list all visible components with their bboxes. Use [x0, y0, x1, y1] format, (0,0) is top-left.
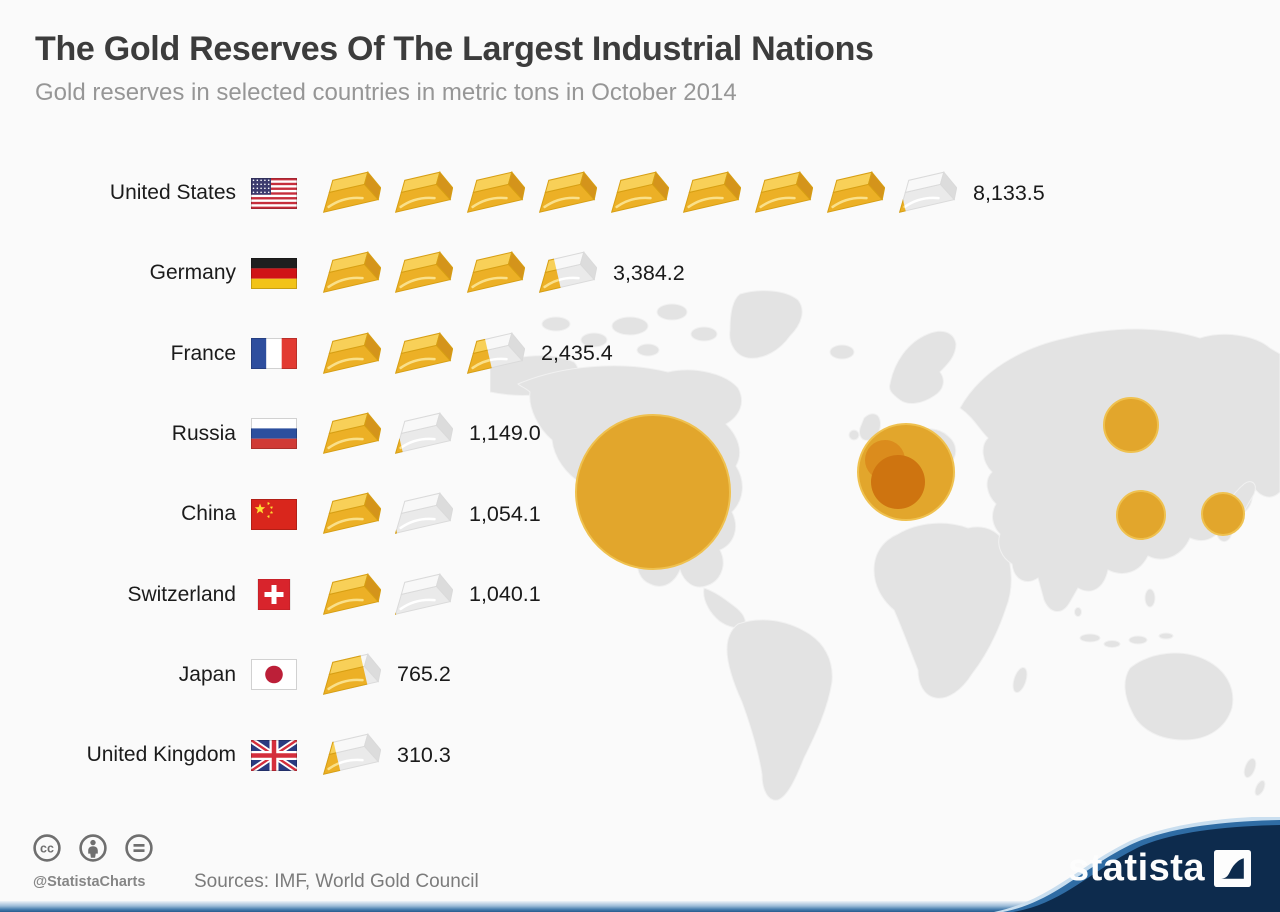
row-france: France 2,435.4 [0, 314, 1100, 394]
gold-bar-partial-icon [394, 572, 453, 615]
license-icons: cc [32, 833, 154, 863]
flag-germany [251, 257, 297, 289]
bar-icons [317, 245, 605, 301]
value-label: 1,040.1 [469, 582, 541, 606]
bar-icons [317, 406, 461, 462]
gold-bar-icon [394, 251, 453, 294]
attribution-icon [79, 834, 107, 862]
gold-bar-partial-icon [322, 733, 381, 775]
flag-gb [251, 739, 297, 771]
svg-text:cc: cc [40, 842, 54, 856]
row-united-states: United States 8,133.5 [0, 153, 1100, 233]
flag-japan [251, 659, 297, 691]
flag-de [251, 257, 297, 289]
statista-logo: statista [1068, 847, 1252, 889]
twitter-handle: @StatistaCharts [33, 874, 146, 890]
gold-bar-icon [610, 171, 669, 213]
row-japan: Japan 765.2 [0, 635, 1100, 715]
page-title: The Gold Reserves Of The Largest Industr… [35, 30, 874, 68]
country-label: United States [109, 181, 236, 204]
bar-icons [317, 567, 461, 623]
flag-france [251, 338, 297, 370]
map-bubble-japan [1201, 492, 1245, 536]
flag-ru [251, 418, 297, 450]
flag-switzerland [251, 579, 297, 610]
value-label: 1,149.0 [469, 421, 541, 446]
page-subtitle: Gold reserves in selected countries in m… [35, 79, 737, 106]
flag-ch [257, 579, 291, 610]
value-label: 3,384.2 [613, 260, 685, 285]
gold-bar-partial-icon [466, 331, 525, 374]
flag-china [251, 498, 297, 530]
statista-wordmark: statista [1068, 847, 1206, 889]
row-switzerland: Switzerland 1,040.1 [0, 555, 1100, 635]
banner-strip [0, 901, 1280, 912]
gold-bar-icon [466, 171, 525, 213]
country-label: China [181, 502, 236, 526]
gold-bar-icon [394, 171, 453, 213]
bar-icons [317, 727, 389, 783]
value-label: 765.2 [397, 662, 451, 687]
flag-united-kingdom [251, 739, 297, 771]
value-label: 8,133.5 [973, 180, 1045, 205]
gold-bar-icon [754, 171, 813, 213]
flag-fr [251, 338, 297, 370]
gold-bar-icon [394, 331, 453, 374]
bar-icons [317, 326, 533, 382]
row-russia: Russia 1,149.0 [0, 394, 1100, 474]
gold-bar-icon [322, 331, 381, 374]
gold-bar-partial-icon [394, 412, 453, 454]
gold-bar-icon [682, 171, 741, 213]
flag-jp [251, 659, 297, 691]
gold-bar-partial-icon [394, 492, 453, 535]
country-label: France [170, 341, 236, 365]
bar-icons [317, 647, 389, 703]
gold-bar-icon [466, 251, 525, 294]
footer-banner [0, 817, 1280, 912]
country-label: United Kingdom [86, 743, 236, 767]
map-bubble-russia [1103, 397, 1159, 453]
country-label: Russia [171, 421, 236, 445]
country-label: Switzerland [127, 582, 236, 606]
value-label: 2,435.4 [541, 341, 613, 366]
gold-bar-icon [322, 251, 381, 294]
map-bubble-united-states [575, 414, 731, 570]
flag-us [251, 177, 297, 209]
equals-icon [125, 834, 153, 862]
gold-bar-partial-icon [538, 251, 597, 294]
gold-bar-icon [322, 412, 381, 454]
flag-russia [251, 418, 297, 450]
flag-cn [251, 498, 297, 530]
flag-united-states [251, 177, 297, 209]
value-label: 310.3 [397, 742, 451, 767]
map-bubble-europe-overlap-large [871, 455, 925, 509]
bar-icons [317, 165, 965, 221]
gold-bar-partial-icon [898, 171, 957, 213]
gold-bar-partial-icon [322, 652, 381, 695]
value-label: 1,054.1 [469, 501, 541, 526]
map-bubble-china [1116, 490, 1166, 540]
country-label: Japan [178, 662, 236, 686]
gold-bar-icon [322, 492, 381, 535]
gold-bar-icon [322, 171, 381, 213]
row-china: China 1,054.1 [0, 474, 1100, 554]
banner-swoosh-navy [1013, 825, 1280, 912]
row-germany: Germany 3,384.2 [0, 233, 1100, 313]
gold-bar-icon [538, 171, 597, 213]
gold-bar-icon [322, 572, 381, 615]
country-label: Germany [149, 261, 236, 285]
gold-bar-icon [826, 171, 885, 213]
cc-icon: cc [33, 834, 61, 862]
world-map [490, 290, 1280, 801]
sources-text: Sources: IMF, World Gold Council [194, 871, 479, 892]
bar-icons [317, 486, 461, 542]
row-united-kingdom: United Kingdom 310.3 [0, 715, 1100, 795]
statista-mark-icon [1214, 849, 1252, 887]
